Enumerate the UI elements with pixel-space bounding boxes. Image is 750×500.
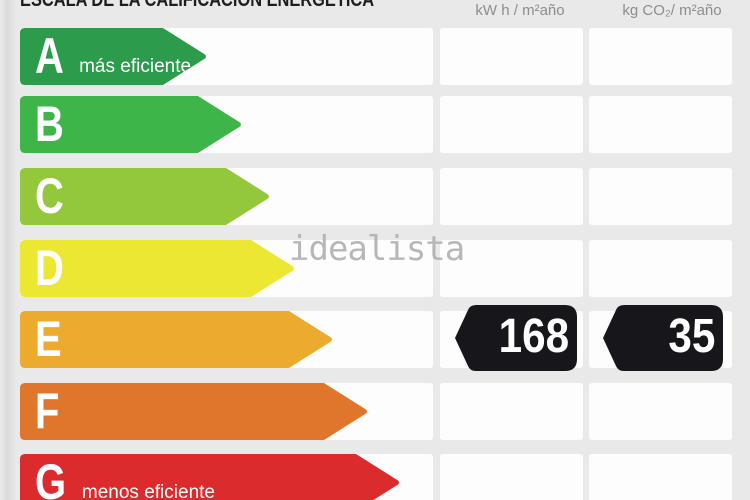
- rating-letter: B: [35, 96, 64, 152]
- rating-arrow-content: E: [20, 311, 333, 368]
- rating-arrow-content: B: [20, 96, 242, 153]
- rating-letter: A: [35, 28, 64, 84]
- kwh-cell: [440, 239, 583, 297]
- co2-cell: [589, 382, 732, 440]
- arrow-left-badge-icon: [455, 305, 577, 371]
- rating-arrow-f: F: [20, 382, 368, 440]
- kwh-cell: [440, 454, 583, 500]
- kwh-cell: [440, 96, 583, 153]
- co2-cell: [589, 239, 732, 297]
- kwh-cell: [440, 28, 583, 85]
- rating-arrow-d: D: [20, 239, 295, 297]
- co2-value: 35: [668, 310, 715, 363]
- rating-sublabel: menos eficiente: [81, 482, 215, 500]
- rating-row-b: B: [0, 96, 750, 153]
- co2-cell: [589, 167, 732, 225]
- rating-letter: F: [35, 382, 60, 439]
- rating-letter: D: [35, 239, 64, 296]
- rating-arrow-content: D: [20, 240, 295, 297]
- rating-row-d: D: [0, 239, 750, 297]
- rating-letter: E: [35, 311, 62, 367]
- arrow-right-shape: [20, 96, 241, 153]
- co2-value-badge: 35: [603, 305, 723, 371]
- co2-cell: [589, 28, 732, 85]
- page-left-edge: [0, 0, 16, 500]
- arrow-right-shape: [20, 239, 294, 297]
- arrow-right-shape: [20, 454, 399, 500]
- arrow-right-shape: [20, 167, 269, 225]
- rating-arrow-b: B: [20, 96, 242, 153]
- arrow-right-shape: [20, 382, 367, 440]
- rating-letter: G: [35, 454, 67, 500]
- rating-row-c: C: [0, 167, 750, 225]
- rating-arrow-c: C: [20, 167, 270, 225]
- rating-letter: C: [35, 167, 64, 224]
- kwh-cell: [440, 382, 583, 440]
- idealista-watermark: idealista: [289, 229, 465, 269]
- rating-row-e: E 168 35: [0, 305, 750, 371]
- rating-row-f: F: [0, 382, 750, 440]
- rating-arrow-content: C: [20, 168, 270, 225]
- co2-cell: [589, 454, 732, 500]
- rating-arrow-e: E: [20, 311, 333, 368]
- kwh-cell: [440, 167, 583, 225]
- page-title: ESCALA DE LA CALIFICACIÓN ENERGÉTICA: [20, 0, 375, 11]
- rating-sublabel: más eficiente: [79, 56, 192, 77]
- arrow-right-shape: [20, 311, 332, 368]
- kwh-value-badge: 168: [455, 305, 577, 371]
- column-header-kwh: kW h / m²año: [475, 2, 565, 19]
- column-header-co2: kg CO₂/ m²año: [622, 2, 722, 19]
- kwh-value: 168: [498, 310, 569, 363]
- co2-cell: [589, 96, 732, 153]
- rating-arrow-content: F: [20, 383, 368, 440]
- arrow-left-badge-icon: [603, 305, 723, 371]
- arrow-right-shape: [20, 28, 206, 85]
